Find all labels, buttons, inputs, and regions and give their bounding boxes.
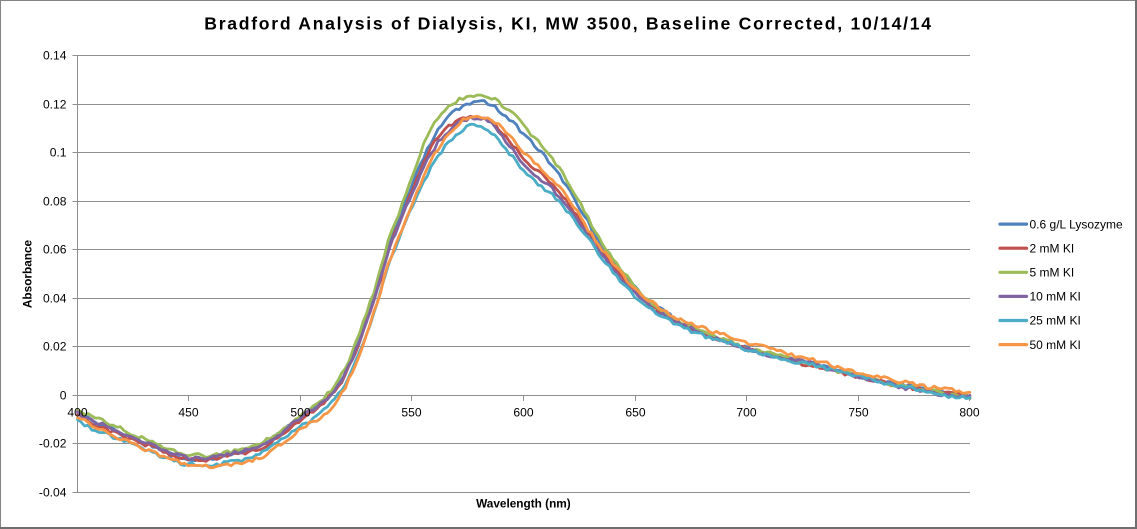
svg-text:25 mM KI: 25 mM KI [1030,314,1081,328]
svg-text:400: 400 [67,406,87,420]
svg-text:750: 750 [848,406,868,420]
svg-text:0: 0 [60,389,67,403]
svg-text:0.6 g/L Lysozyme: 0.6 g/L Lysozyme [1030,217,1123,231]
svg-text:0.06: 0.06 [43,243,67,257]
svg-text:450: 450 [178,406,198,420]
svg-text:5 mM KI: 5 mM KI [1030,266,1075,280]
svg-text:800: 800 [959,406,979,420]
svg-text:-0.02: -0.02 [39,437,67,451]
svg-text:Bradford Analysis of Dialysis,: Bradford Analysis of Dialysis, KI, MW 35… [204,14,932,34]
svg-text:Wavelength (nm): Wavelength (nm) [476,497,571,511]
svg-text:10 mM KI: 10 mM KI [1030,290,1081,304]
svg-text:0.14: 0.14 [43,49,67,63]
svg-text:0.02: 0.02 [43,340,67,354]
svg-text:0.1: 0.1 [50,146,67,160]
svg-text:0.04: 0.04 [43,292,67,306]
svg-text:2 mM KI: 2 mM KI [1030,241,1075,255]
svg-text:550: 550 [401,406,421,420]
svg-text:700: 700 [736,406,756,420]
svg-text:0.12: 0.12 [43,98,67,112]
svg-text:Absorbance: Absorbance [21,239,35,308]
svg-text:650: 650 [625,406,645,420]
svg-text:-0.04: -0.04 [39,486,67,500]
svg-text:50 mM KI: 50 mM KI [1030,338,1081,352]
svg-text:0.08: 0.08 [43,195,67,209]
svg-text:600: 600 [513,406,533,420]
svg-text:500: 500 [290,406,310,420]
